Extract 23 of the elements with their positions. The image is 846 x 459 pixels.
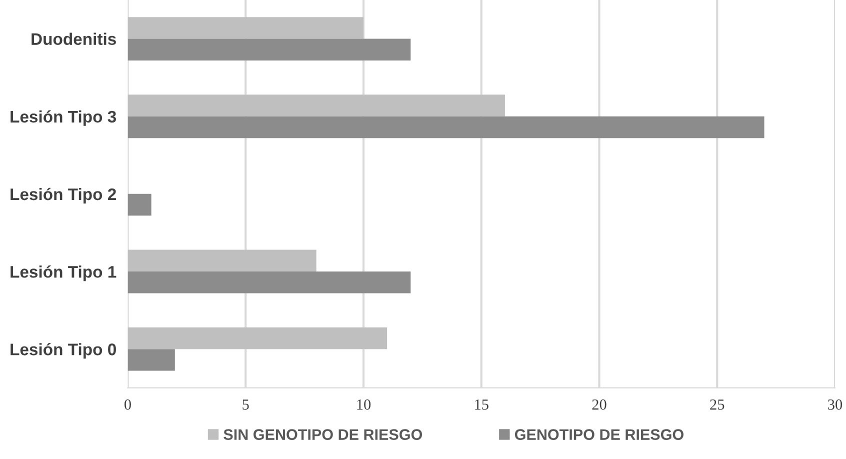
x-tick-label: 5 bbox=[242, 400, 249, 410]
y-tick-label: Duodenitis bbox=[32, 32, 116, 45]
bar bbox=[128, 349, 175, 371]
bar bbox=[128, 250, 316, 272]
y-tick-label: Lesión Tipo 0 bbox=[10, 342, 116, 359]
x-tick-label: 10 bbox=[357, 399, 371, 410]
legend-label: GENOTIPO DE RIESGO bbox=[514, 429, 684, 440]
bar bbox=[128, 116, 764, 138]
x-tick-label: 0 bbox=[124, 399, 131, 410]
bar bbox=[128, 194, 152, 216]
legend-label: SIN GENOTIPO DE RIESGO bbox=[224, 429, 422, 440]
x-tick-label: 30 bbox=[828, 399, 842, 410]
bar bbox=[128, 272, 411, 294]
y-tick-label: Lesión Tipo 2 bbox=[10, 188, 116, 204]
bar bbox=[128, 327, 388, 350]
x-tick-label: 15 bbox=[475, 399, 488, 410]
x-tick-label: 20 bbox=[592, 399, 606, 410]
y-tick-label: Lesión Tipo 1 bbox=[10, 265, 116, 282]
y-tick-label: Lesión Tipo 3 bbox=[10, 110, 116, 126]
bar bbox=[128, 17, 364, 39]
bar bbox=[128, 94, 505, 116]
bar bbox=[128, 38, 411, 61]
x-tick-label: 25 bbox=[710, 399, 724, 410]
